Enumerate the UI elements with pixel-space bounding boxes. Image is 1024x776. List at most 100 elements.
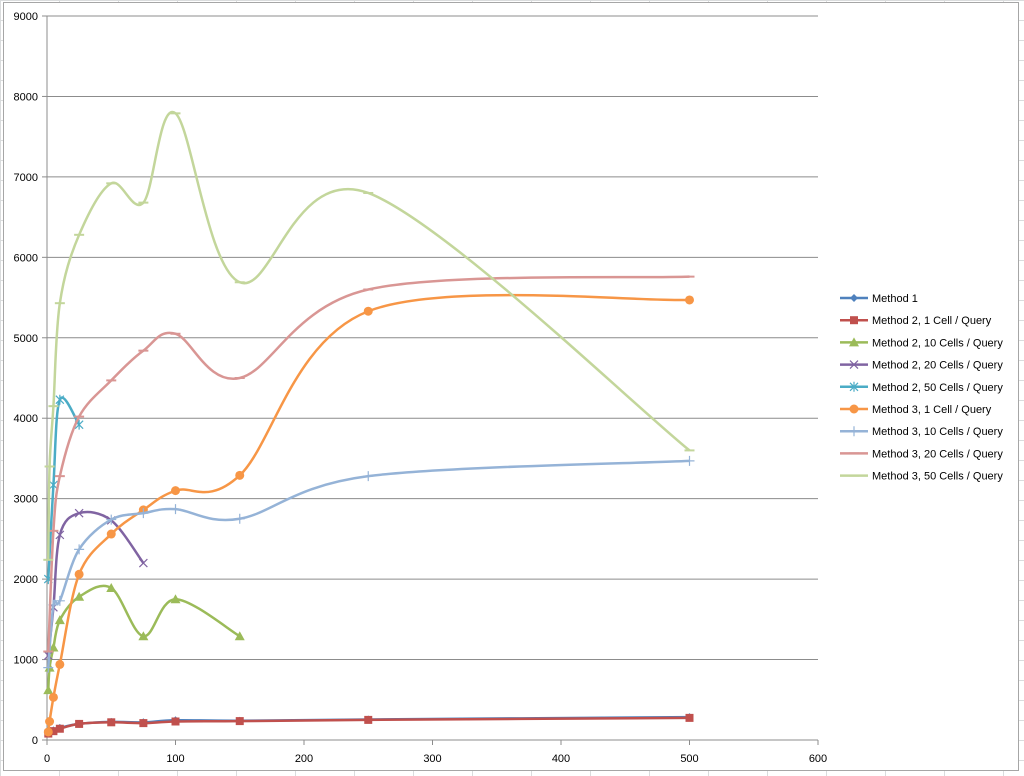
- series-lines: [43, 110, 695, 738]
- y-tick-label: 8000: [14, 91, 38, 103]
- series-3: [43, 582, 245, 695]
- x-tick-label: 400: [552, 753, 570, 765]
- data-point-marker: [363, 471, 374, 482]
- y-tick-label: 6000: [14, 252, 38, 264]
- series-6: [43, 293, 694, 737]
- legend-item[interactable]: Method 3, 20 Cells / Query: [840, 448, 1003, 460]
- data-point-marker: [170, 594, 181, 604]
- data-point-marker: [234, 513, 245, 524]
- legend-label: Method 2, 1 Cell / Query: [872, 315, 992, 327]
- data-point-marker: [55, 724, 64, 733]
- legend-item[interactable]: Method 2, 1 Cell / Query: [840, 315, 992, 327]
- data-point-marker: [138, 508, 149, 519]
- legend-label: Method 1: [872, 293, 918, 305]
- data-point-marker: [235, 717, 244, 726]
- y-tick-label: 3000: [14, 494, 38, 506]
- x-tick-label: 100: [166, 753, 184, 765]
- y-tick-label: 5000: [14, 333, 38, 345]
- data-point-marker: [49, 479, 58, 490]
- data-point-marker: [48, 642, 59, 652]
- data-point-marker: [43, 685, 54, 695]
- data-point-marker: [55, 659, 65, 669]
- series-8: [43, 275, 695, 653]
- series-7: [43, 455, 695, 673]
- x-tick-label: 300: [423, 753, 441, 765]
- data-point-marker: [138, 558, 148, 568]
- y-axis-ticks: 0 1000 2000 3000 4000 5000 6000 7000 8000 9000: [14, 11, 47, 747]
- legend-item[interactable]: Method 2, 50 Cells / Query: [840, 382, 1003, 394]
- data-point-marker: [106, 529, 116, 539]
- data-point-marker: [849, 426, 859, 437]
- legend-label: Method 3, 20 Cells / Query: [872, 448, 1003, 460]
- data-point-marker: [138, 631, 149, 641]
- data-point-marker: [849, 381, 859, 392]
- data-point-marker: [49, 727, 58, 736]
- legend-label: Method 2, 50 Cells / Query: [872, 382, 1003, 394]
- data-point-marker: [43, 727, 53, 737]
- data-point-marker: [74, 544, 85, 555]
- series-9: [43, 110, 695, 561]
- data-point-marker: [55, 394, 65, 405]
- legend[interactable]: Method 1 Method 2, 1 Cell / Query Method 2…: [840, 293, 1003, 483]
- data-point-marker: [170, 504, 181, 515]
- y-tick-label: 7000: [14, 172, 38, 184]
- data-point-marker: [235, 470, 245, 480]
- data-point-marker: [45, 716, 55, 726]
- data-point-marker: [849, 360, 859, 370]
- series-line: [47, 275, 690, 652]
- series-5: [43, 394, 84, 585]
- legend-item[interactable]: Method 2, 20 Cells / Query: [840, 360, 1003, 372]
- y-gridlines: [47, 15, 818, 661]
- legend-item[interactable]: Method 3, 50 Cells / Query: [840, 471, 1003, 483]
- x-tick-label: 200: [295, 753, 313, 765]
- data-point-marker: [107, 718, 116, 727]
- data-point-marker: [685, 295, 694, 305]
- data-point-marker: [75, 719, 84, 728]
- legend-label: Method 3, 50 Cells / Query: [872, 471, 1003, 483]
- data-point-marker: [55, 530, 65, 540]
- data-point-marker: [74, 508, 84, 518]
- data-point-marker: [171, 486, 180, 496]
- data-point-marker: [171, 717, 180, 726]
- legend-item[interactable]: Method 3, 1 Cell / Query: [840, 404, 992, 416]
- y-tick-label: 2000: [14, 574, 38, 586]
- data-point-marker: [54, 615, 65, 625]
- data-point-marker: [106, 514, 117, 525]
- series-line: [47, 396, 81, 580]
- data-point-marker: [74, 591, 85, 601]
- legend-item[interactable]: Method 1: [840, 293, 918, 305]
- legend-label: Method 3, 1 Cell / Query: [872, 404, 992, 416]
- data-point-marker: [234, 631, 245, 641]
- data-point-marker: [48, 692, 58, 702]
- data-point-marker: [849, 337, 859, 347]
- x-axis-ticks: 0 100 200 300 400 500 600: [44, 740, 827, 765]
- data-point-marker: [54, 595, 65, 606]
- data-point-marker: [364, 715, 373, 724]
- legend-item[interactable]: Method 2, 10 Cells / Query: [840, 337, 1003, 349]
- y-tick-label: 0: [32, 735, 38, 747]
- y-tick-label: 1000: [14, 655, 38, 667]
- legend-item[interactable]: Method 3, 10 Cells / Query: [840, 426, 1003, 438]
- y-tick-label: 9000: [14, 11, 38, 23]
- data-point-marker: [74, 569, 84, 579]
- x-tick-label: 0: [44, 753, 50, 765]
- y-tick-label: 4000: [14, 413, 38, 425]
- data-point-marker: [850, 316, 858, 325]
- data-point-marker: [850, 294, 858, 302]
- legend-label: Method 2, 20 Cells / Query: [872, 360, 1003, 372]
- x-tick-label: 500: [680, 753, 698, 765]
- x-tick-label: 600: [809, 753, 827, 765]
- data-point-marker: [363, 306, 373, 316]
- legend-label: Method 3, 10 Cells / Query: [872, 426, 1003, 438]
- data-point-marker: [106, 582, 117, 592]
- data-point-marker: [139, 719, 148, 728]
- data-point-marker: [849, 404, 859, 414]
- series-2: [44, 713, 694, 738]
- data-point-marker: [684, 455, 695, 466]
- series-line: [47, 110, 691, 560]
- legend-label: Method 2, 10 Cells / Query: [872, 337, 1003, 349]
- series-line: [47, 510, 145, 656]
- data-point-marker: [43, 662, 54, 673]
- data-point-marker: [685, 713, 694, 722]
